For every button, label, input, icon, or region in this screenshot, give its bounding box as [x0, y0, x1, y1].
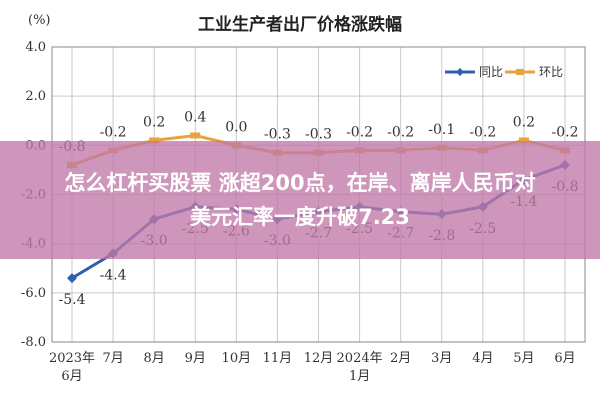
y-tick-label: -6.0: [21, 286, 46, 301]
data-label: -0.1: [428, 122, 455, 138]
x-tick-label: 2024年: [337, 351, 383, 366]
data-label: -0.2: [346, 124, 373, 140]
data-label: -0.3: [305, 127, 332, 143]
series-point: [190, 132, 201, 139]
x-tick-label: 3月: [431, 351, 452, 366]
data-label: -0.3: [264, 127, 291, 143]
x-tick-label: 2023年: [49, 351, 95, 366]
legend-label: 环比: [539, 65, 563, 79]
y-tick-label: 2.0: [25, 89, 46, 104]
data-label: 0.4: [184, 110, 206, 126]
x-tick-label: 6月: [554, 351, 575, 366]
x-tick-label: 12月: [304, 351, 334, 366]
series-point: [518, 137, 529, 144]
data-label: 0.0: [225, 119, 247, 135]
series-point: [67, 273, 77, 284]
x-tick-label: 4月: [472, 351, 493, 366]
x-tick-label: 9月: [185, 351, 206, 366]
legend-label: 同比: [479, 65, 503, 79]
x-tick-label: 11月: [263, 351, 293, 366]
x-tick-label: 10月: [222, 351, 252, 366]
y-tick-label: -8.0: [21, 335, 46, 350]
data-label: -0.2: [387, 124, 414, 140]
legend-marker: [456, 68, 464, 76]
x-tick-label: 1月: [349, 369, 370, 384]
data-label: 0.2: [143, 114, 165, 130]
headline-banner[interactable]: 怎么杠杆买股票 涨超200点，在岸、离岸人民币对 美元汇率一度升破7.23: [0, 141, 600, 259]
data-label: 0.2: [513, 114, 535, 130]
data-label: -5.4: [59, 292, 86, 308]
data-label: -4.4: [100, 268, 127, 284]
x-tick-label: 2月: [390, 351, 411, 366]
x-tick-label: 7月: [102, 351, 123, 366]
chart-title: 工业生产者出厂价格涨跌幅: [198, 14, 402, 35]
data-label: -0.2: [100, 124, 127, 140]
y-tick-label: 4.0: [25, 40, 46, 55]
headline-line-1: 怎么杠杆买股票 涨超200点，在岸、离岸人民币对: [64, 171, 536, 195]
x-tick-label: 8月: [144, 351, 165, 366]
legend-marker: [516, 69, 524, 75]
data-label: -0.2: [552, 124, 579, 140]
x-tick-label: 6月: [61, 369, 82, 384]
series-point: [149, 137, 160, 144]
headline-line-2: 美元汇率一度升破7.23: [190, 205, 410, 229]
x-tick-label: 5月: [513, 351, 534, 366]
y-axis-unit: (%): [28, 13, 51, 28]
data-label: -0.2: [469, 124, 496, 140]
